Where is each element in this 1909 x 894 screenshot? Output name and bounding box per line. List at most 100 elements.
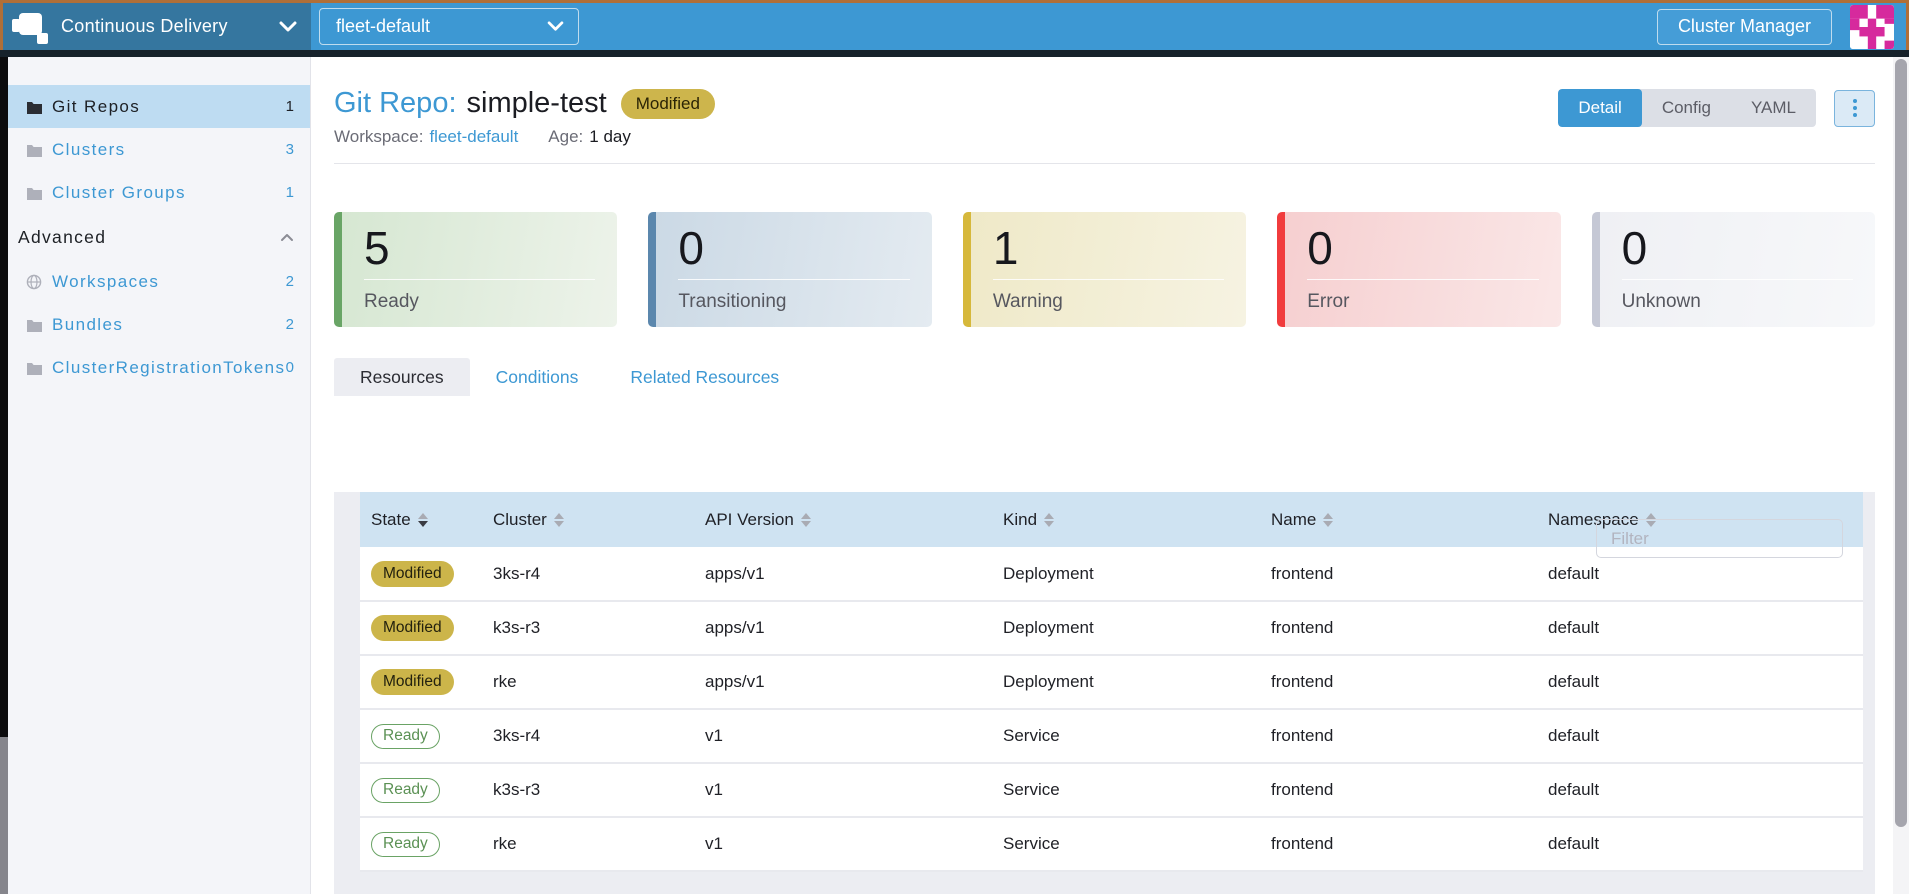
state-badge: Ready <box>371 831 440 857</box>
header-divider <box>334 163 1875 164</box>
status-card-transitioning: 0 Transitioning <box>648 212 932 327</box>
sort-icon <box>417 512 428 527</box>
workspace-label: Workspace: <box>334 127 424 146</box>
column-header-name[interactable]: Name <box>1260 492 1537 547</box>
resource-tabs: Resources Conditions Related Resources <box>334 358 1875 396</box>
cell-name: frontend <box>1260 655 1537 710</box>
header-bottom-border <box>0 50 1909 57</box>
view-controls: Detail Config YAML <box>1558 89 1875 127</box>
tab-yaml[interactable]: YAML <box>1731 89 1816 127</box>
tab-config[interactable]: Config <box>1642 89 1731 127</box>
tab-detail[interactable]: Detail <box>1558 89 1642 127</box>
cluster-manager-button[interactable]: Cluster Manager <box>1656 8 1832 45</box>
tab-conditions[interactable]: Conditions <box>495 366 579 387</box>
sort-icon <box>553 512 564 527</box>
nav-app-switcher[interactable]: Continuous Delivery <box>3 3 311 50</box>
status-card-error: 0 Error <box>1277 212 1561 327</box>
sidebar-item-bundles[interactable]: Bundles 2 <box>8 303 310 346</box>
cell-name: frontend <box>1260 817 1537 872</box>
sort-icon <box>1323 512 1334 527</box>
table-row: Ready rke v1 Service frontend default <box>360 817 1863 872</box>
folder-icon <box>26 185 43 200</box>
status-badge: Modified <box>620 88 715 119</box>
sidebar-item-git-repos[interactable]: Git Repos 1 <box>8 85 310 128</box>
cell-kind: Deployment <box>992 547 1260 602</box>
workspace-selector-value: fleet-default <box>336 16 431 36</box>
cell-cluster: k3s-r3 <box>482 601 694 656</box>
count-badge: 3 <box>285 141 294 158</box>
folder-icon <box>26 142 43 157</box>
cell-kind: Deployment <box>992 601 1260 656</box>
header-right: fleet-default Cluster Manager <box>311 3 1906 50</box>
view-mode-segment: Detail Config YAML <box>1558 89 1816 127</box>
folder-icon <box>26 360 43 375</box>
column-header-cluster[interactable]: Cluster <box>482 492 694 547</box>
kebab-icon <box>1852 99 1857 117</box>
count-badge: 1 <box>285 98 294 115</box>
cell-namespace: default <box>1537 763 1863 818</box>
resource-type-link[interactable]: Git Repo: <box>334 87 457 119</box>
scrollbar[interactable] <box>1893 57 1909 894</box>
main-content: Git Repo: simple-test Modified Workspace… <box>311 57 1893 894</box>
cell-name: frontend <box>1260 547 1537 602</box>
sidebar-item-clusters[interactable]: Clusters 3 <box>8 128 310 171</box>
folder-icon <box>26 317 43 332</box>
resources-table: State Cluster API Version Kind <box>360 492 1863 872</box>
cell-namespace: default <box>1537 817 1863 872</box>
workspace-link[interactable]: fleet-default <box>429 127 519 146</box>
chevron-up-icon <box>280 233 294 242</box>
scrollbar-thumb[interactable] <box>1895 59 1907 827</box>
resource-meta: Workspace: fleet-default Age: 1 day <box>334 127 1875 147</box>
state-badge: Modified <box>371 669 454 695</box>
age-value: 1 day <box>589 127 631 146</box>
table-row: Modified rke apps/v1 Deployment frontend… <box>360 655 1863 710</box>
sidebar-item-workspaces[interactable]: Workspaces 2 <box>8 260 310 303</box>
sidebar-group-advanced[interactable]: Advanced <box>8 214 310 260</box>
sidebar-item-cluster-groups[interactable]: Cluster Groups 1 <box>8 171 310 214</box>
user-avatar[interactable] <box>1850 4 1894 49</box>
count-badge: 2 <box>285 273 294 290</box>
tab-related-resources[interactable]: Related Resources <box>630 366 780 387</box>
state-badge: Ready <box>371 723 440 749</box>
count-badge: 1 <box>285 184 294 201</box>
cell-cluster: 3ks-r4 <box>482 709 694 764</box>
resources-panel: State Cluster API Version Kind <box>334 492 1875 894</box>
chevron-down-icon <box>547 21 564 32</box>
cell-api-version: v1 <box>694 817 992 872</box>
cell-api-version: v1 <box>694 709 992 764</box>
sidebar-item-cluster-registration-tokens[interactable]: ClusterRegistrationTokens 0 <box>8 346 310 389</box>
state-badge: Modified <box>371 560 454 587</box>
globe-icon <box>26 274 43 289</box>
cell-cluster: rke <box>482 817 694 872</box>
cell-name: frontend <box>1260 709 1537 764</box>
cell-kind: Service <box>992 709 1260 764</box>
identicon-icon <box>1850 4 1894 49</box>
column-header-kind[interactable]: Kind <box>992 492 1260 547</box>
column-header-state[interactable]: State <box>360 492 482 547</box>
cell-cluster: rke <box>482 655 694 710</box>
status-card-warning: 1 Warning <box>962 212 1247 327</box>
table-row: Ready k3s-r3 v1 Service frontend default <box>360 763 1863 818</box>
cell-name: frontend <box>1260 763 1537 818</box>
column-header-api-version[interactable]: API Version <box>694 492 992 547</box>
filter-input[interactable] <box>1596 519 1843 558</box>
cell-api-version: apps/v1 <box>694 655 992 710</box>
cell-api-version: v1 <box>694 763 992 818</box>
cell-kind: Deployment <box>992 655 1260 710</box>
tab-resources[interactable]: Resources <box>334 358 470 396</box>
status-card-ready: 5 Ready <box>334 212 618 327</box>
cell-kind: Service <box>992 763 1260 818</box>
cell-namespace: default <box>1537 601 1863 656</box>
age-label: Age: <box>548 127 584 146</box>
rancher-logo-icon <box>11 8 49 46</box>
window-left-edge-lower <box>0 737 8 894</box>
state-badge: Ready <box>371 777 440 803</box>
workspace-selector[interactable]: fleet-default <box>319 8 579 45</box>
window-top-border <box>0 0 1909 3</box>
actions-menu-button[interactable] <box>1834 89 1875 127</box>
page-title: Git Repo: simple-test Modified <box>334 87 1875 120</box>
sort-icon <box>1044 512 1055 527</box>
cell-api-version: apps/v1 <box>694 601 992 656</box>
app-title: Continuous Delivery <box>61 16 228 36</box>
count-badge: 0 <box>285 359 294 376</box>
